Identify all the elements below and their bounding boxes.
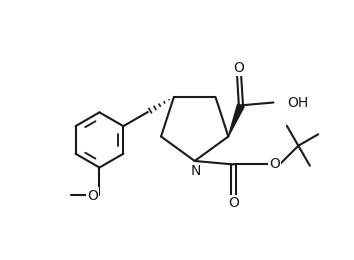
Text: O: O [234, 61, 245, 75]
Text: OH: OH [287, 95, 308, 109]
Polygon shape [228, 104, 244, 136]
Text: O: O [269, 158, 280, 172]
Text: O: O [228, 196, 239, 210]
Text: O: O [87, 189, 98, 203]
Text: N: N [190, 164, 201, 178]
